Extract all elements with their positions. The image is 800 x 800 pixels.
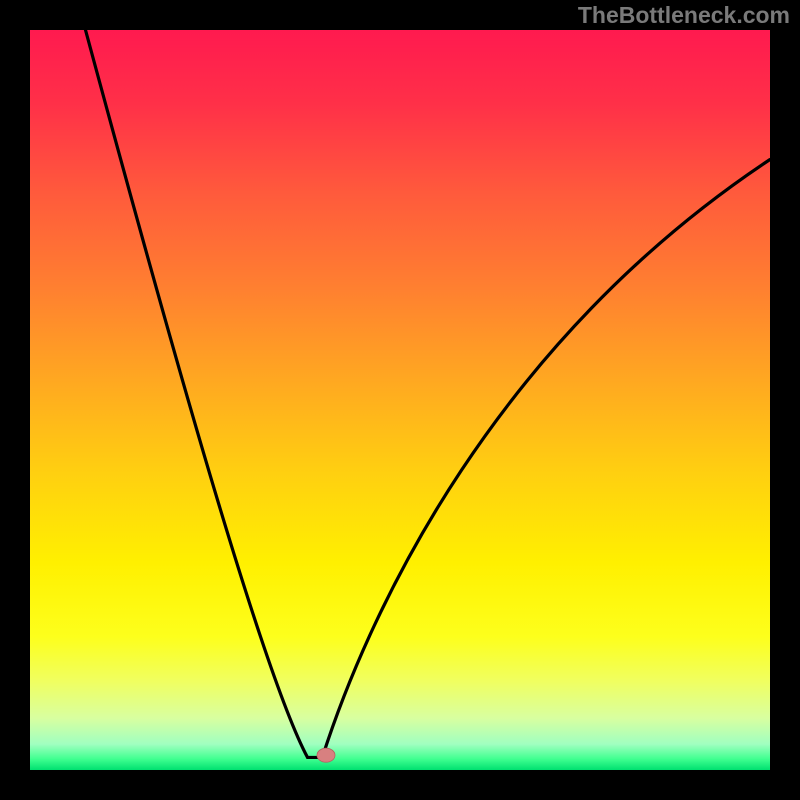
gradient-background (30, 30, 770, 770)
bottleneck-chart (0, 0, 800, 800)
chart-container: TheBottleneck.com (0, 0, 800, 800)
optimum-marker (317, 748, 335, 762)
watermark-text: TheBottleneck.com (578, 2, 790, 29)
